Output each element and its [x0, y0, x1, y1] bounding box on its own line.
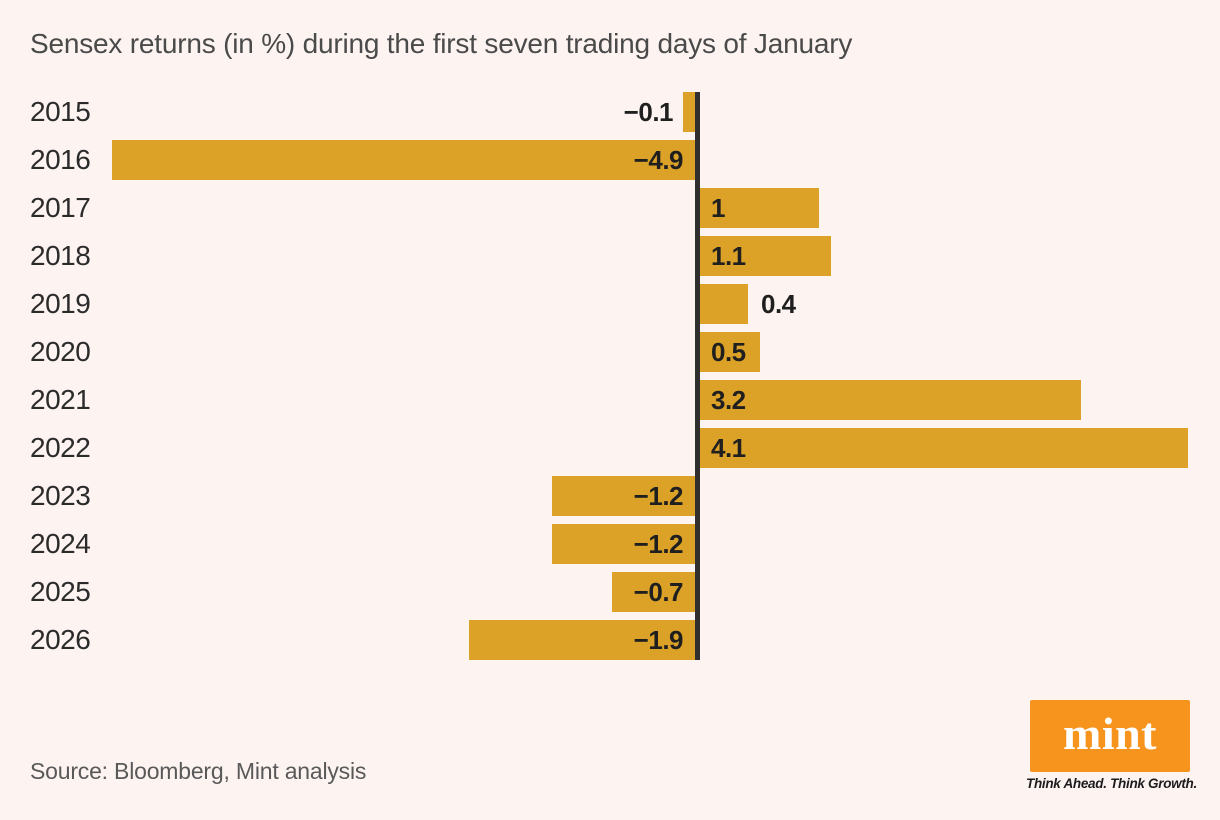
year-label: 2015: [30, 96, 91, 127]
bar: [700, 428, 1188, 468]
value-label: −1.9: [633, 625, 684, 655]
bar: [112, 140, 695, 180]
source-note: Source: Bloomberg, Mint analysis: [30, 758, 367, 784]
bar: [700, 332, 760, 372]
year-label: 2021: [30, 384, 91, 415]
year-label: 2024: [30, 528, 91, 559]
chart-title: Sensex returns (in %) during the first s…: [30, 28, 853, 59]
bar: [552, 476, 695, 516]
zero-axis-line: [695, 92, 700, 660]
bar: [700, 380, 1081, 420]
year-label: 2025: [30, 576, 91, 607]
bar: [552, 524, 695, 564]
value-label: 0.4: [761, 289, 796, 319]
value-label: −4.9: [633, 145, 684, 175]
value-label: 1: [711, 193, 725, 223]
year-label: 2019: [30, 288, 91, 319]
value-label: 0.5: [711, 337, 746, 367]
year-label: 2016: [30, 144, 91, 175]
value-label: −0.7: [633, 577, 684, 607]
bar: [683, 92, 695, 132]
year-label: 2020: [30, 336, 91, 367]
bar: [612, 572, 695, 612]
value-label: 1.1: [711, 241, 746, 271]
year-label: 2022: [30, 432, 91, 463]
mint-logo-text: mint: [1063, 708, 1157, 759]
bar-plot: 2015 −0.1 2016 −4.9 2017 1 2018 1.1 2019 0.4 2020 0…: [30, 92, 1188, 660]
year-label: 2023: [30, 480, 91, 511]
bar: [700, 236, 831, 276]
bar: [700, 188, 819, 228]
year-label: 2018: [30, 240, 91, 271]
bar: [469, 620, 695, 660]
year-label: 2026: [30, 624, 91, 655]
value-label: −1.2: [633, 481, 684, 511]
bar: [700, 284, 748, 324]
mint-tagline: Think Ahead. Think Growth.: [1026, 776, 1197, 791]
year-label: 2017: [30, 192, 91, 223]
value-label: −0.1: [623, 97, 674, 127]
value-label: −1.2: [633, 529, 684, 559]
mint-logo: mint: [1030, 700, 1190, 772]
value-label: 3.2: [711, 385, 746, 415]
value-label: 4.1: [711, 433, 746, 463]
